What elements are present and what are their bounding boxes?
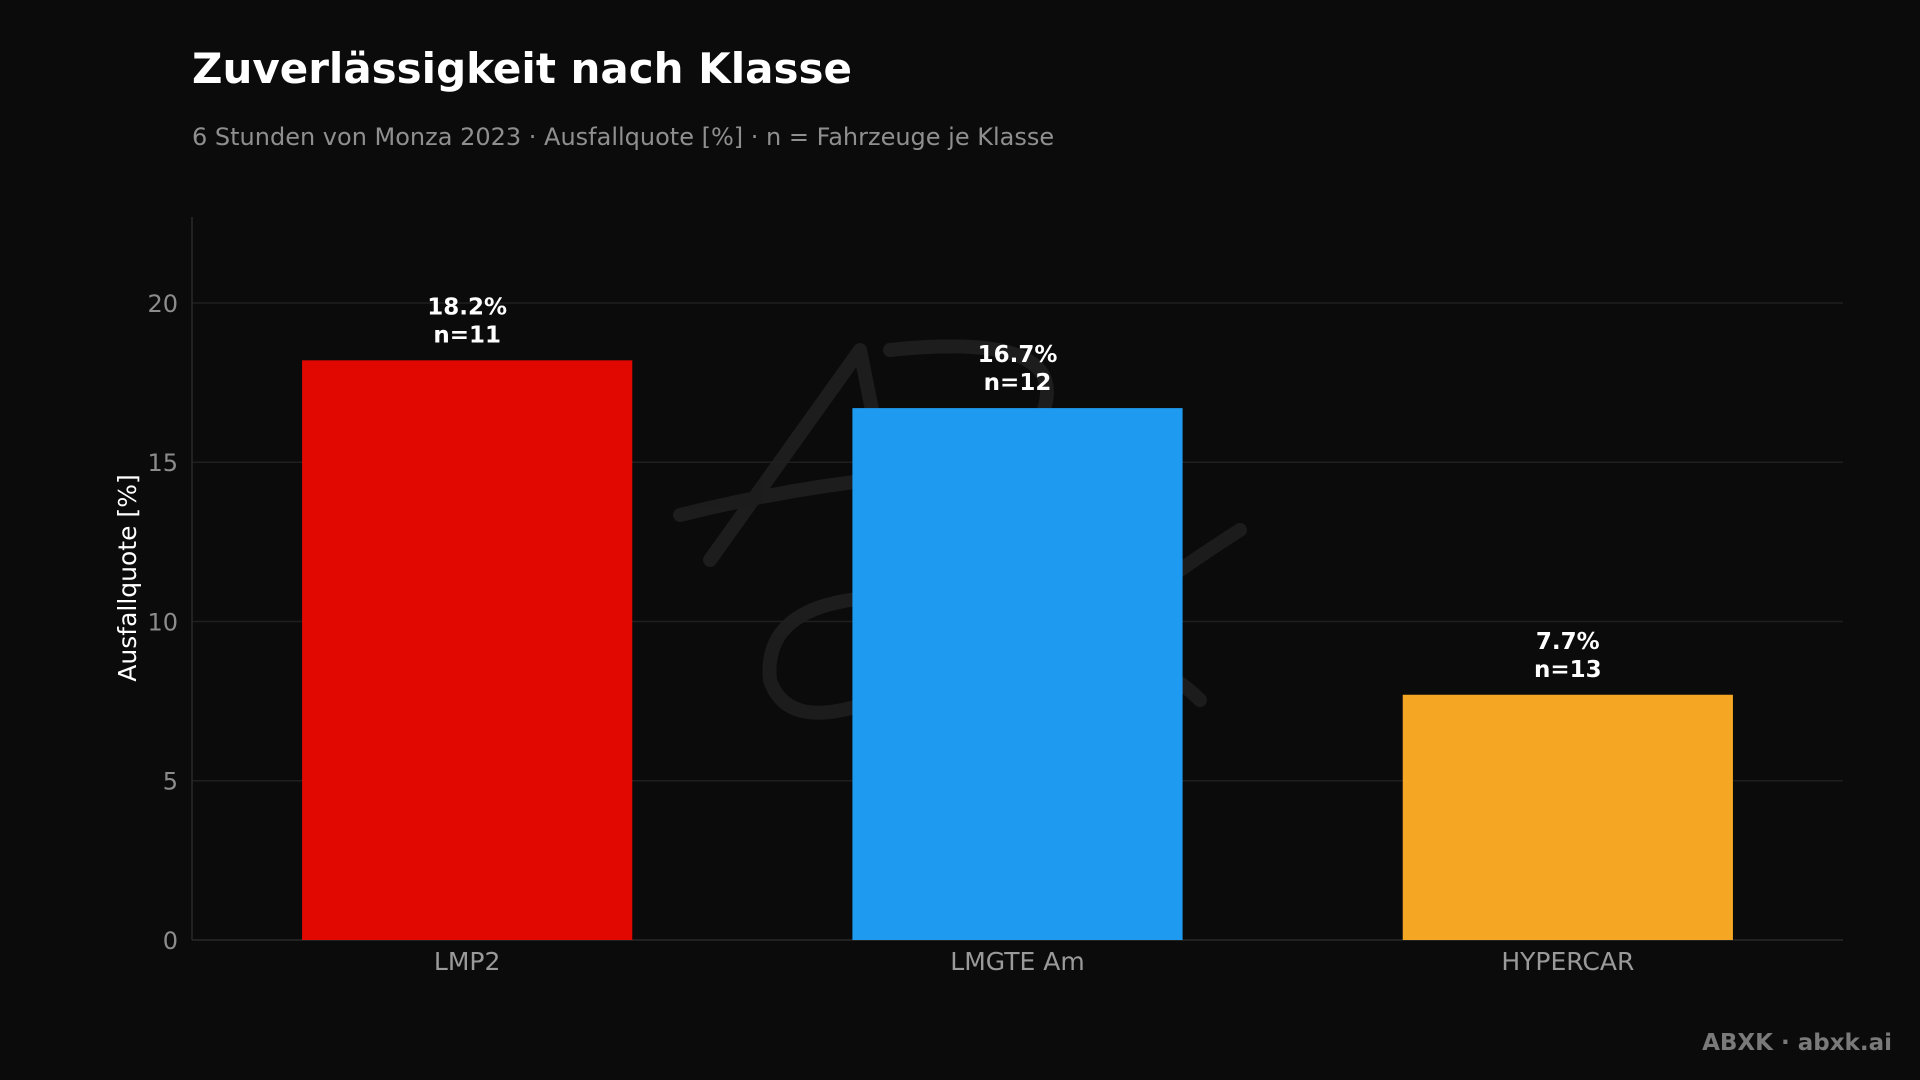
- y-tick-label: 0: [163, 927, 178, 955]
- bar-count-label: n=12: [984, 370, 1052, 396]
- bar-value-label: 7.7%: [1536, 629, 1600, 655]
- x-tick-label: LMGTE Am: [950, 947, 1084, 976]
- footer-brand: ABXK · abxk.ai: [1702, 1030, 1892, 1056]
- bar-count-label: n=11: [433, 322, 501, 348]
- y-tick-label: 15: [147, 449, 178, 477]
- bar: [852, 408, 1183, 940]
- bar: [302, 360, 633, 940]
- bar-value-label: 16.7%: [978, 342, 1058, 368]
- y-axis-label: Ausfallquote [%]: [113, 474, 142, 681]
- y-tick-label: 5: [163, 768, 178, 796]
- y-tick-label: 20: [147, 290, 178, 318]
- chart-title: Zuverlässigkeit nach Klasse: [192, 44, 852, 93]
- chart-subtitle: 6 Stunden von Monza 2023 · Ausfallquote …: [192, 123, 1055, 151]
- bar: [1402, 694, 1733, 940]
- y-tick-label: 10: [147, 608, 178, 636]
- bar-count-label: n=13: [1534, 657, 1602, 683]
- x-tick-label: HYPERCAR: [1501, 947, 1634, 976]
- bar-value-label: 18.2%: [427, 294, 507, 320]
- x-tick-label: LMP2: [434, 947, 500, 976]
